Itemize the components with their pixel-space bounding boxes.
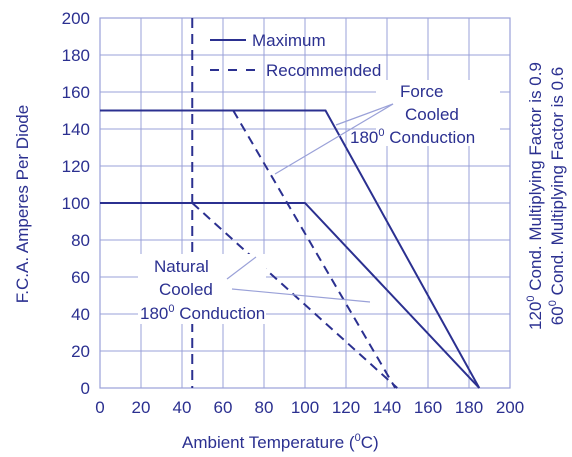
annotation-force-bg: [376, 80, 500, 146]
x-tick-label-60: 60: [214, 398, 233, 417]
y-tick-label-0: 0: [81, 379, 90, 398]
x-tick-label-40: 40: [173, 398, 192, 417]
x-tick-label-120: 120: [332, 398, 360, 417]
y-tick-label-40: 40: [71, 305, 90, 324]
annotation-force-leader-2: [274, 103, 394, 175]
y-tick-label-100: 100: [62, 194, 90, 213]
y-tick-label-180: 180: [62, 46, 90, 65]
y-tick-label-60: 60: [71, 268, 90, 287]
x-tick-label-140: 140: [373, 398, 401, 417]
y-tick-label-160: 160: [62, 83, 90, 102]
y-tick-label-20: 20: [71, 342, 90, 361]
annotation-force-leader-1: [335, 103, 394, 126]
legend-maximum-label: Maximum: [252, 31, 326, 50]
annotation-force-cooled: Force Cooled 1800 Conduction: [274, 80, 500, 175]
annotation-force-line-1: Force: [400, 82, 443, 101]
x-tick-label-80: 80: [255, 398, 274, 417]
annotation-natural-leader-1: [226, 256, 257, 280]
legend-recommended-label: Recommended: [266, 61, 381, 80]
x-axis-title: Ambient Temperature (0C): [182, 432, 379, 452]
series-line-natural-maximum: [100, 202, 480, 389]
annotation-force-line-3: 1800 Conduction: [350, 127, 475, 147]
x-tick-label-20: 20: [132, 398, 151, 417]
y-tick-label-80: 80: [71, 231, 90, 250]
y-axis-title: F.C.A. Amperes Per Diode: [13, 105, 32, 303]
annotation-natural-line-3: 1800 Conduction: [140, 303, 265, 323]
x-tick-label-200: 200: [496, 398, 524, 417]
series-line-force-maximum: [100, 109, 481, 389]
tick-labels: 0 20 40 60 80 100 120 140 160 180 200 0 20 40 60 80 100 1…: [62, 9, 525, 417]
y-tick-label-140: 140: [62, 120, 90, 139]
x-tick-label-100: 100: [291, 398, 319, 417]
annotation-natural-leader-2: [231, 288, 371, 303]
x-tick-label-0: 0: [95, 398, 104, 417]
annotation-natural-line-1: Natural: [154, 257, 209, 276]
x-tick-label-180: 180: [455, 398, 483, 417]
legend: Maximum Recommended: [210, 31, 381, 80]
y-tick-label-200: 200: [62, 9, 90, 28]
annotation-natural-cooled: Natural Cooled 1800 Conduction: [138, 254, 371, 324]
annotation-force-line-2: Cooled: [405, 105, 459, 124]
annotation-natural-line-2: Cooled: [159, 280, 213, 299]
y-tick-label-120: 120: [62, 157, 90, 176]
x-tick-label-160: 160: [414, 398, 442, 417]
series-line-force-recommended: [232, 109, 397, 389]
right-label-120: 1200 Cond. Multiplying Factor is 0.9: [525, 62, 545, 330]
right-label-60: 600 Cond. Multiplying Factor is 0.6: [547, 67, 567, 325]
